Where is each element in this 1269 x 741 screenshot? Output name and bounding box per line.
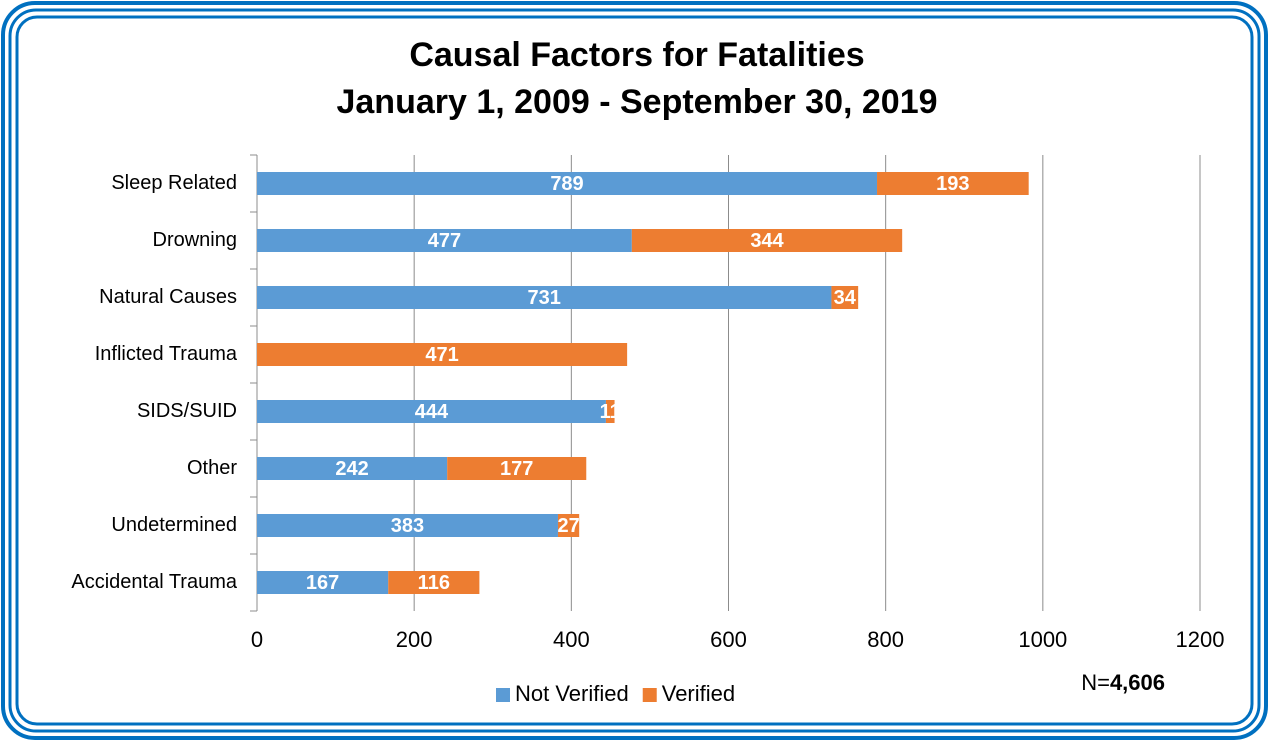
y-tick-label: Accidental Trauma (71, 571, 238, 593)
value-label: 731 (528, 287, 561, 309)
value-label: 789 (550, 173, 583, 195)
bar-segment (257, 229, 632, 252)
legend-label: Not Verified (515, 681, 629, 706)
bar-segment (257, 514, 558, 537)
legend-label: Verified (662, 681, 735, 706)
value-label: 167 (306, 572, 339, 594)
x-tick-label: 1000 (1018, 627, 1067, 652)
annotation-prefix: N= (1081, 670, 1110, 695)
frame-inner (15, 15, 1254, 726)
bar-segment (631, 229, 903, 252)
y-tick-label: Natural Causes (99, 286, 237, 308)
bar-segment (557, 514, 580, 537)
legend-swatch (642, 688, 657, 702)
value-label: 34 (834, 287, 857, 309)
x-tick-label: 200 (396, 627, 433, 652)
value-label: 193 (936, 173, 969, 195)
bar-segment (257, 286, 832, 309)
legend-swatch (496, 688, 510, 702)
bar-segment (877, 172, 1029, 195)
chart-subtitle: January 1, 2009 - September 30, 2019 (336, 83, 937, 121)
bar-segment (388, 571, 480, 594)
bar-segment (257, 172, 878, 195)
bar-segment (831, 286, 859, 309)
x-tick-label: 400 (553, 627, 590, 652)
y-tick-label: Undetermined (111, 514, 237, 536)
bar-segment (257, 400, 606, 423)
value-label: 344 (750, 230, 784, 252)
y-tick-label: Other (187, 457, 237, 479)
bar-segment (447, 457, 587, 480)
value-label: 11 (600, 401, 621, 423)
value-label: 177 (500, 458, 533, 480)
x-tick-label: 1200 (1176, 627, 1225, 652)
x-tick-label: 0 (251, 627, 263, 652)
x-tick-label: 800 (867, 627, 904, 652)
y-tick-label: Sleep Related (111, 172, 237, 194)
frame-middle (8, 8, 1261, 733)
value-label: 116 (418, 572, 450, 594)
y-tick-label: Drowning (153, 229, 237, 251)
value-label: 242 (335, 458, 368, 480)
y-tick-label: SIDS/SUID (137, 400, 237, 422)
annotation: N=4,606 (1081, 670, 1165, 695)
value-label: 27 (557, 515, 579, 537)
bar-segment (257, 343, 628, 366)
x-tick-label: 600 (710, 627, 747, 652)
value-label: 471 (425, 344, 458, 366)
value-label: 477 (428, 230, 461, 252)
chart-title: Causal Factors for Fatalities (409, 36, 864, 74)
bar-segment (257, 571, 389, 594)
annotation-value: 4,606 (1110, 670, 1165, 695)
y-tick-label: Inflicted Trauma (95, 343, 238, 365)
value-label: 444 (415, 401, 449, 423)
bar-segment (605, 400, 615, 423)
value-label: 383 (391, 515, 424, 537)
bar-segment (257, 457, 448, 480)
